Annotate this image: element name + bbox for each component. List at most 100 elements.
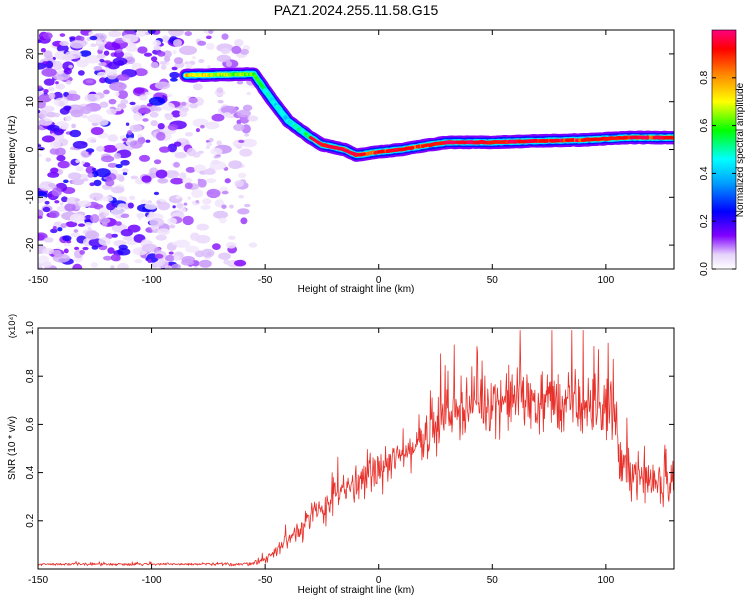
spectrogram-noise-blob xyxy=(107,62,119,70)
spectrogram-noise-blob xyxy=(206,145,210,149)
spectrogram-noise-blob xyxy=(187,148,196,156)
spectrogram-noise-blob xyxy=(89,182,94,186)
spectrogram-noise-blob xyxy=(205,122,219,130)
spectrogram-noise-blob xyxy=(238,140,244,143)
spectrogram-noise-blob xyxy=(201,249,214,258)
spectrogram-noise-blob xyxy=(41,68,56,77)
spectrogram-noise-blob xyxy=(122,34,139,43)
spectrogram-noise-blob xyxy=(151,120,158,126)
spectrogram-noise-blob xyxy=(174,57,183,64)
spectrogram-noise-blob xyxy=(80,106,91,114)
spectrogram-noise-blob xyxy=(165,113,174,120)
spectrogram-noise-blob xyxy=(157,51,165,57)
spectrogram-noise-blob xyxy=(86,79,93,83)
spectrogram-noise-blob xyxy=(226,242,236,249)
spectrogram-noise-blob xyxy=(130,140,143,148)
spectrogram-y-tick-label: -20 xyxy=(25,237,36,252)
spectrogram-noise-blob xyxy=(149,218,164,227)
spectrogram-noise-blob xyxy=(90,214,99,223)
spectrogram-noise-blob xyxy=(53,61,63,70)
spectrogram-noise-blob xyxy=(99,102,108,108)
spectrogram-noise-blob xyxy=(167,94,173,97)
spectrogram-noise-blob xyxy=(88,227,92,230)
spectrogram-noise-blob xyxy=(150,112,159,118)
spectrogram-peak-mark xyxy=(604,138,620,139)
spectrogram-noise-blob xyxy=(82,115,88,118)
spectrogram-noise-blob xyxy=(189,104,197,109)
spectrogram-y-tick-label: 10 xyxy=(25,96,36,108)
spectrogram-noise-blob xyxy=(137,46,147,53)
spectrogram-noise-blob xyxy=(198,59,204,63)
spectrogram-noise-blob xyxy=(126,123,129,126)
spectrogram-noise-blob xyxy=(185,183,193,190)
spectrogram-noise-blob xyxy=(82,247,88,250)
colorbar-tick-label: 0.0 xyxy=(699,262,710,276)
spectrogram-noise-blob xyxy=(48,87,55,91)
spectrogram-noise-blob xyxy=(61,223,67,228)
snr-y-tick-label: 1.0 xyxy=(25,321,36,335)
spectrogram-noise-blob xyxy=(105,179,114,186)
colorbar-tick-label: 0.8 xyxy=(699,70,710,84)
spectrogram-noise-blob xyxy=(170,178,183,185)
spectrogram-noise-blob xyxy=(104,50,109,55)
spectrogram-noise-blob xyxy=(75,198,80,202)
spectrogram-noise-blob xyxy=(145,92,152,96)
spectrogram-noise-blob xyxy=(176,203,183,209)
spectrogram-noise-blob xyxy=(75,159,79,163)
spectrogram-noise-blob xyxy=(88,31,94,36)
spectrogram-noise-blob xyxy=(115,143,126,149)
spectrogram-noise-blob xyxy=(42,248,54,254)
spectrogram-noise-blob xyxy=(234,180,244,187)
spectrogram-noise-blob xyxy=(36,85,42,88)
spectrogram-noise-blob xyxy=(74,229,79,233)
spectrogram-noise-blob xyxy=(211,114,224,122)
spectrogram-noise-blob xyxy=(218,100,224,104)
colorbar: 0.00.20.40.60.8 Normalized spectral ampl… xyxy=(699,30,746,276)
spectrogram-noise-blob xyxy=(91,262,98,268)
spectrogram-noise-blob xyxy=(185,246,199,253)
spectrogram-noise-blob xyxy=(41,48,46,53)
snr-y-tick-label: 0.6 xyxy=(25,417,36,431)
spectrogram-noise-blob xyxy=(103,90,110,95)
spectrogram-noise-blob xyxy=(122,138,127,141)
spectrogram-noise-blob xyxy=(54,98,69,107)
spectrogram-noise-blob xyxy=(173,39,182,47)
spectrogram-noise-blob xyxy=(127,130,132,135)
colorbar-tick-label: 0.2 xyxy=(699,214,710,228)
spectrogram-x-tick-label: 50 xyxy=(487,275,499,286)
colorbar-label: Normalized spectral amplitude xyxy=(735,82,746,217)
spectrogram-y-tick-label: -10 xyxy=(25,190,36,205)
spectrogram-noise-blob xyxy=(71,124,76,129)
spectrogram-noise-blob xyxy=(129,102,135,105)
spectrogram-noise-blob xyxy=(159,146,170,152)
spectrogram-noise-blob xyxy=(98,62,106,66)
spectrogram-noise-blob xyxy=(156,169,168,178)
colorbar-tick-label: 0.6 xyxy=(699,118,710,132)
spectrogram-noise-blob xyxy=(234,39,243,47)
spectrogram-noise-blob xyxy=(56,84,66,90)
spectrogram-noise-blob xyxy=(111,186,124,193)
spectrogram-noise-blob xyxy=(110,265,114,269)
spectrogram-noise-blob xyxy=(169,72,179,78)
spectrogram-noise-blob xyxy=(64,243,71,247)
spectrogram-noise-blob xyxy=(70,40,85,49)
spectrogram-noise-blob xyxy=(64,68,72,75)
spectrogram-noise-blob xyxy=(117,74,130,81)
spectrogram-noise-blob xyxy=(36,40,42,43)
spectrogram-noise-blob xyxy=(193,83,203,90)
spectrogram-noise-blob xyxy=(168,124,178,130)
spectrogram-noise-blob xyxy=(116,206,121,210)
spectrogram-noise-blob xyxy=(196,224,209,231)
spectrogram-noise-blob xyxy=(81,161,85,165)
spectrogram-noise-blob xyxy=(206,35,212,39)
spectrogram-noise-blob xyxy=(68,172,81,179)
spectrogram-noise-blob xyxy=(50,167,58,173)
spectrogram-noise-blob xyxy=(183,216,194,225)
spectrogram-noise-blob xyxy=(147,259,151,263)
spectrogram-noise-blob xyxy=(136,213,145,218)
spectrogram-noise-blob xyxy=(238,195,244,199)
spectrogram-noise-blob xyxy=(123,172,128,175)
spectrogram-noise-blob xyxy=(211,160,220,165)
spectrogram-noise-blob xyxy=(59,41,68,46)
